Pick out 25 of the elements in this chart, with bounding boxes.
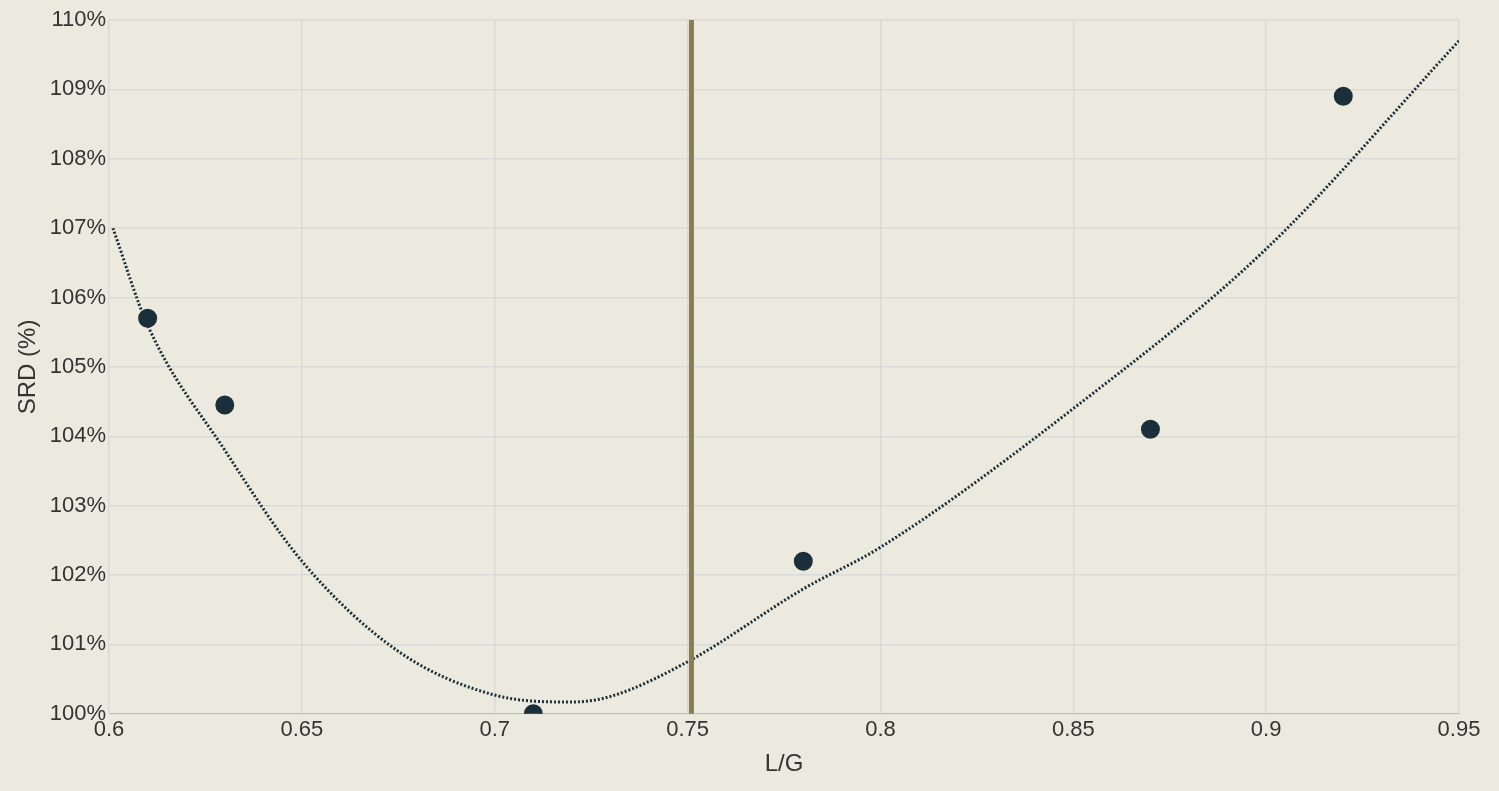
y-tick-label: 110%: [51, 6, 107, 32]
y-tick-label: 108%: [49, 144, 107, 170]
point: [215, 395, 235, 415]
y-axis-title: SRD (%): [13, 319, 41, 415]
line-series: [111, 39, 1459, 704]
y-tick-label: 106%: [49, 283, 107, 309]
y-tick-label: 109%: [49, 75, 107, 101]
x-axis-title: L/G: [764, 749, 804, 777]
y-tick-label: 107%: [49, 214, 107, 240]
point: [138, 308, 158, 328]
point: [793, 551, 813, 571]
x-tick-label: 0.8: [865, 716, 896, 742]
x-tick-label: 0.9: [1250, 716, 1282, 742]
x-tick-label: 0.95: [1437, 716, 1481, 742]
x-tick-label: 0.7: [479, 716, 511, 742]
y-tick-label: 105%: [49, 352, 107, 378]
point: [1333, 86, 1353, 106]
y-tick-label: 103%: [49, 491, 107, 517]
x-tick-label: 0.65: [280, 716, 324, 742]
y-tick-label: 101%: [49, 630, 107, 656]
y-tick-label: 104%: [49, 422, 107, 448]
y-tick-label: 102%: [49, 561, 107, 587]
x-tick-label: 0.75: [666, 716, 710, 742]
point: [1140, 419, 1160, 439]
x-tick-label: 0.85: [1051, 716, 1095, 742]
